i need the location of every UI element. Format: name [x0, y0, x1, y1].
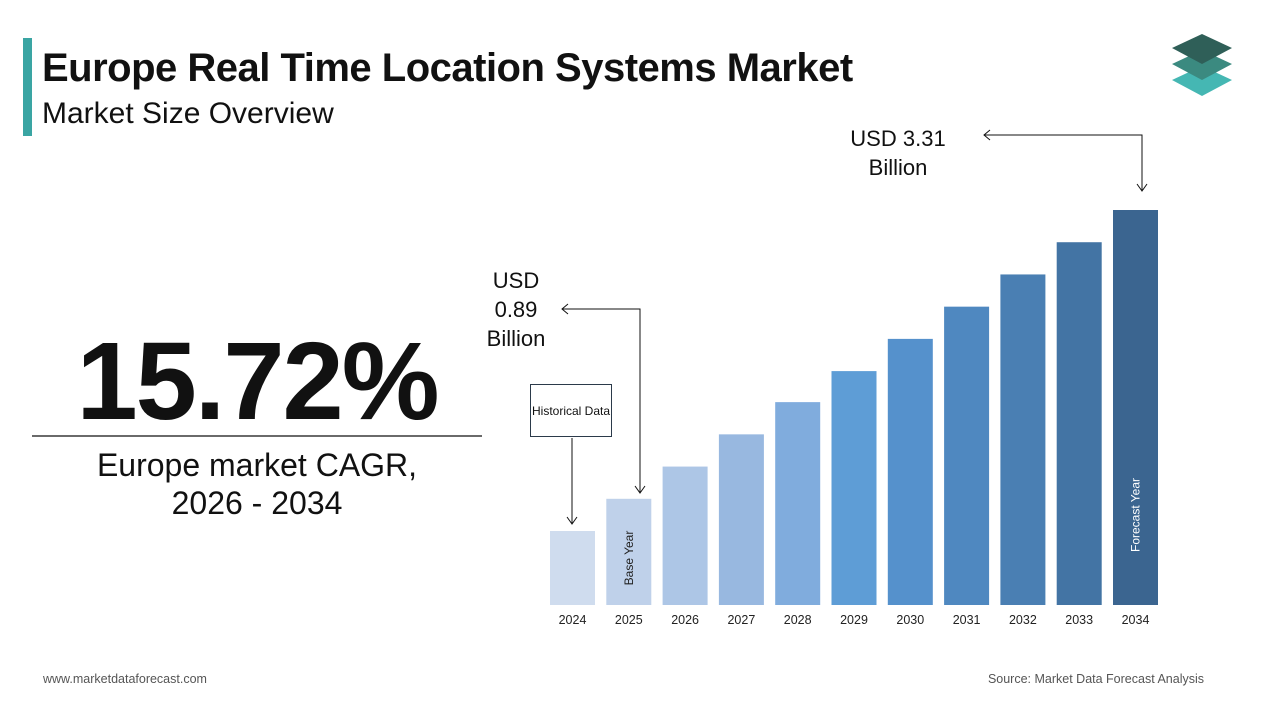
headline-caption: Europe market CAGR, 2026 - 2034	[96, 447, 418, 521]
bar	[606, 498, 652, 605]
x-tick-label: 2032	[1009, 613, 1037, 627]
x-tick-label: 2028	[784, 613, 812, 627]
x-tick-label: 2031	[953, 613, 981, 627]
subtitle: Market Size Overview	[42, 97, 334, 130]
bar	[550, 531, 595, 605]
historical-label: Historical Data	[530, 384, 612, 437]
bar	[1113, 210, 1158, 605]
bar	[718, 434, 764, 605]
x-tick-label: 2027	[727, 613, 755, 627]
x-tick-label: 2034	[1122, 613, 1150, 627]
title-accent	[23, 38, 32, 136]
x-tick-label: 2026	[671, 613, 699, 627]
logo	[1172, 34, 1232, 96]
x-tick-label: 2025	[615, 613, 643, 627]
bar	[1000, 274, 1046, 605]
arrows	[561, 129, 1148, 525]
source: Source: Market Data Forecast Analysis	[987, 672, 1204, 686]
x-tick-label: 2024	[559, 613, 587, 627]
bar	[775, 402, 821, 605]
bar	[662, 466, 708, 605]
bar	[1056, 242, 1102, 605]
bar	[887, 338, 933, 605]
value-label: USD 0.89 Billion	[486, 268, 546, 351]
x-tick-label: 2029	[840, 613, 868, 627]
forecast-year-label: Forecast Year	[1129, 478, 1143, 552]
bar	[944, 306, 990, 605]
x-tick-label: 2030	[896, 613, 924, 627]
bar	[831, 371, 877, 605]
headline-value: 15.72%	[76, 320, 439, 443]
title: Europe Real Time Location Systems Market	[42, 46, 853, 90]
base-year-label: Base Year	[622, 531, 636, 586]
value-label: USD 3.31 Billion	[850, 126, 946, 180]
x-tick-label: 2033	[1065, 613, 1093, 627]
website: www.marketdataforecast.com	[43, 672, 207, 686]
